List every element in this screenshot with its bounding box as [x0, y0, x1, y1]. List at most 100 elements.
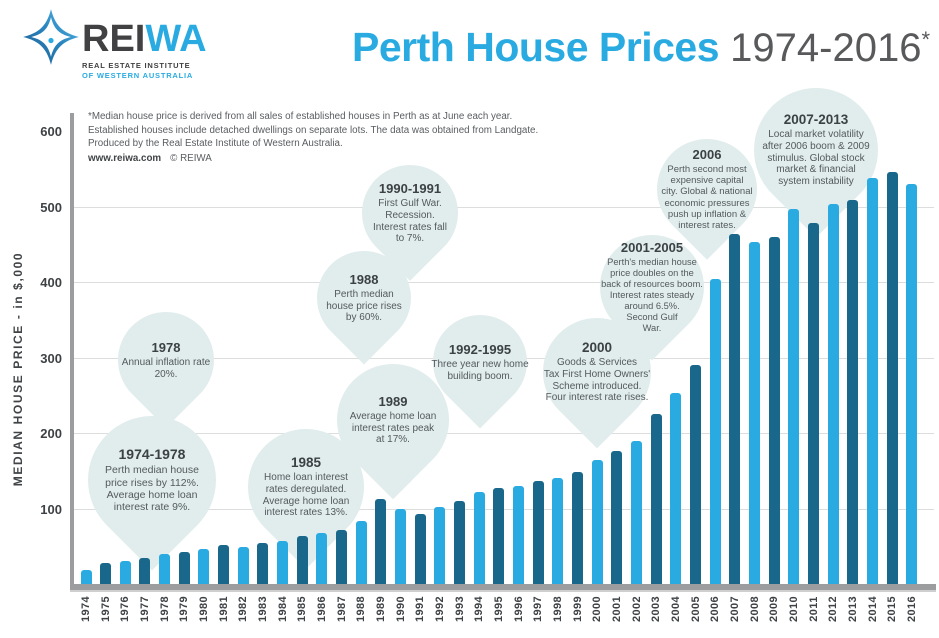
bubble-line-1988-1: house price rises — [326, 300, 402, 312]
bubble-line-1990-1991-0: First Gulf War. — [378, 197, 442, 209]
bar-1989 — [375, 499, 387, 584]
bar-2004 — [670, 392, 682, 584]
bubble-line-2000-2: Scheme introduced. — [552, 380, 642, 392]
bubble-line-1989-2: at 17%. — [376, 434, 410, 446]
y-tick-label-300: 300 — [40, 350, 62, 366]
annotation-bubble-1988: 1988 Perth median house price rises by 60%. — [297, 231, 431, 365]
reiwa-logo-text: REIWA REAL ESTATE INSTITUTE OF WESTERN A… — [82, 20, 207, 80]
bubble-line-1985-0: Home loan interest — [264, 471, 348, 483]
bar-1994 — [473, 491, 485, 584]
annotation-bubble-1985: 1985 Home loan interest rates deregulated.… — [223, 404, 389, 570]
bubble-title-1974-1978: 1974-1978 — [118, 446, 186, 463]
bubble-line-2006-1: expensive capital — [670, 175, 744, 187]
x-axis-label-2011: 2011 — [807, 596, 820, 622]
page-title-period: 1974-2016 — [719, 26, 922, 70]
bubble-title-2007-2013: 2007-2013 — [783, 112, 849, 127]
bar-1980 — [198, 549, 210, 584]
bubble-line-1974-1978-3: interest rate 9%. — [113, 501, 191, 514]
bubble-line-2006-5: interest rates. — [678, 219, 736, 231]
copyright-text: © REIWA — [170, 152, 212, 164]
bar-2000 — [591, 460, 603, 584]
bubble-title-1985: 1985 — [290, 454, 322, 470]
reiwa-wordmark: REIWA — [82, 18, 207, 60]
bubble-line-2007-2013-4: system instability — [778, 176, 854, 188]
bar-1983 — [257, 543, 269, 584]
gridline-400 — [70, 282, 934, 283]
bubble-line-2000-1: Tax First Home Owners' — [543, 368, 651, 380]
bubble-title-2001-2005: 2001-2005 — [620, 240, 684, 256]
bar-1985 — [296, 536, 308, 584]
bubble-title-2006: 2006 — [692, 146, 722, 162]
x-axis-label-1985: 1985 — [296, 595, 309, 623]
x-axis-label-1997: 1997 — [532, 595, 545, 623]
bar-1999 — [572, 472, 584, 584]
bubble-line-2001-2005-1: price doubles on the — [610, 268, 694, 279]
bubble-line-2001-2005-4: around 6.5%. — [624, 300, 680, 311]
bubble-line-1988-2: by 60%. — [345, 312, 383, 324]
bar-2015 — [886, 171, 898, 584]
x-axis-label-1981: 1981 — [217, 595, 230, 623]
x-axis-label-1995: 1995 — [492, 595, 505, 623]
bar-2016 — [906, 183, 918, 584]
bar-1991 — [414, 513, 426, 584]
x-axis-label-2005: 2005 — [689, 595, 702, 623]
bubble-line-2006-3: economic pressures — [664, 197, 750, 209]
bubble-title-1989: 1989 — [378, 393, 408, 409]
x-axis-label-1976: 1976 — [119, 595, 132, 623]
x-axis-label-1978: 1978 — [158, 595, 171, 623]
bubble-line-2001-2005-2: back of resources boom. — [601, 279, 703, 290]
x-axis-line — [70, 584, 936, 592]
bubble-text-2007-2013: 2007-2013 Local market volatility after 20… — [754, 88, 878, 212]
bar-1981 — [218, 545, 230, 584]
x-axis-label-1992: 1992 — [433, 595, 446, 623]
x-axis-label-2010: 2010 — [787, 595, 800, 623]
bubble-line-2007-2013-3: market & financial — [776, 164, 856, 176]
annotation-bubble-2007-2013: 2007-2013 Local market volatility after 20… — [728, 62, 904, 238]
bar-1986 — [316, 533, 328, 584]
annotation-bubble-2000: 2000 Goods & Services Tax First Home Owner… — [520, 295, 674, 449]
bar-2012 — [827, 204, 839, 584]
bubble-text-2006: 2006 Perth second most expensive capital ci… — [657, 139, 757, 239]
bubble-text-1989: 1989 Average home loan interest rates peak… — [337, 364, 449, 476]
y-tick-label-200: 200 — [40, 426, 62, 441]
page-title-asterisk: * — [921, 27, 930, 52]
bar-1974 — [80, 569, 92, 584]
x-axis-label-1974: 1974 — [80, 595, 92, 623]
x-axis-label-1979: 1979 — [178, 595, 191, 623]
x-axis-label-2009: 2009 — [768, 595, 781, 623]
bubble-line-1978-0: Annual inflation rate — [121, 356, 211, 368]
x-axis-label-1998: 1998 — [551, 595, 564, 623]
x-axis-label-1988: 1988 — [355, 595, 368, 623]
x-axis-label-2012: 2012 — [827, 595, 840, 623]
bubble-text-2001-2005: 2001-2005 Perth's median house price doubl… — [600, 235, 704, 339]
bar-2002 — [631, 440, 643, 584]
bubble-line-1974-1978-2: Average home loan — [106, 489, 198, 501]
bubble-line-2007-2013-1: after 2006 boom & 2009 — [762, 140, 870, 152]
bubble-line-1985-3: interest rates 13%. — [264, 507, 348, 519]
bar-1984 — [277, 540, 289, 584]
bar-2001 — [611, 451, 623, 584]
bar-2011 — [808, 223, 820, 584]
bar-1987 — [336, 529, 348, 584]
bar-1978 — [159, 553, 171, 584]
bubble-text-1985: 1985 Home loan interest rates deregulated.… — [248, 429, 364, 545]
bar-2005 — [690, 365, 702, 584]
annotation-bubble-1990-1991: 1990-1991 First Gulf War. Recession. Intere… — [342, 145, 478, 281]
x-axis-label-1993: 1993 — [453, 595, 466, 623]
bubble-title-1992-1995: 1992-1995 — [448, 341, 512, 357]
bar-2009 — [768, 237, 780, 584]
footnote-line-1: *Median house price is derived from all … — [88, 111, 513, 122]
footnote-line-3: Produced by the Real Estate Institute of… — [88, 138, 343, 149]
annotation-bubble-1992-1995: 1992-1995 Three year new home building boo… — [413, 295, 547, 429]
y-tick-label-400: 400 — [40, 275, 62, 290]
y-axis-title: MEDIAN HOUSE PRICE - in $,000 — [11, 251, 25, 487]
bar-1992 — [434, 506, 446, 584]
bubble-line-1992-1995-1: building boom. — [447, 370, 513, 382]
bubble-line-2000-0: Goods & Services — [556, 356, 638, 368]
bubble-line-1974-1978-0: Perth median house — [105, 464, 199, 477]
bubble-line-2001-2005-3: Interest rates steady — [609, 290, 695, 301]
reiwa-logo: REIWA REAL ESTATE INSTITUTE OF WESTERN A… — [22, 6, 207, 80]
bubble-line-2001-2005-5: Second Gulf — [626, 311, 678, 322]
bubble-line-1985-1: rates deregulated. — [265, 483, 347, 495]
bar-2010 — [788, 208, 800, 584]
